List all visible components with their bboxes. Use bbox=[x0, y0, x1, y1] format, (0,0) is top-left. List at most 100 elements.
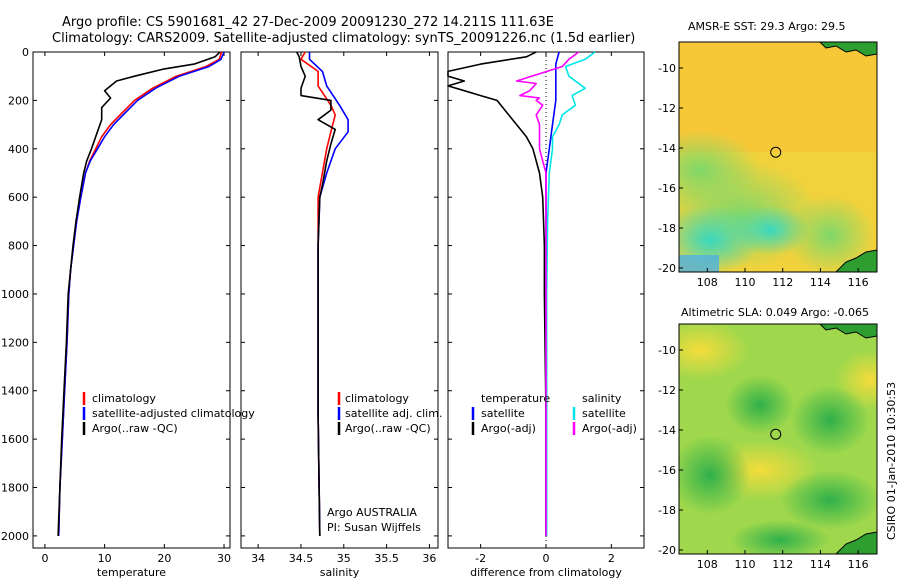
y-tick-label: 200 bbox=[8, 94, 29, 107]
data-provider-label: Argo AUSTRALIA bbox=[327, 506, 417, 519]
salinity-panel-frame bbox=[240, 51, 439, 549]
y-tick-label: 800 bbox=[8, 240, 29, 253]
map-x-tick-label: 116 bbox=[848, 558, 869, 571]
sla-heatmap bbox=[679, 324, 877, 554]
y-tick-label: 1200 bbox=[1, 336, 29, 349]
sst-blue-patch bbox=[679, 255, 719, 272]
legend-climatology-label: climatology bbox=[92, 392, 156, 405]
series-line-satellite bbox=[308, 52, 349, 536]
series-line-salinity-satellite bbox=[545, 51, 596, 536]
y-tick-label: 1800 bbox=[1, 482, 29, 495]
sst-heatmap bbox=[679, 42, 877, 272]
sla-green-blob bbox=[725, 375, 795, 435]
sla-map-frame bbox=[678, 323, 878, 555]
x-tick-label: 30 bbox=[217, 552, 231, 565]
salinity-chart: 34 34.5 35 35.5 36 salinity bbox=[241, 51, 438, 579]
map-x-tick-label: 110 bbox=[735, 558, 756, 571]
difference-legend: temperature salinity satellite Argo(-adj… bbox=[471, 392, 637, 435]
map-y-tick-label: -18 bbox=[658, 222, 676, 235]
legend-sal-argo-label: Argo(-adj) bbox=[582, 422, 637, 435]
x-tick-label: 2 bbox=[608, 552, 615, 565]
x-axis-label: salinity bbox=[320, 566, 360, 579]
sst-map-title: AMSR-E SST: 29.3 Argo: 29.5 bbox=[688, 20, 846, 33]
map-y-tick-label: -14 bbox=[658, 424, 676, 437]
map-y-tick-label: -10 bbox=[658, 62, 676, 75]
figure-title-line1: Argo profile: CS 5901681_42 27-Dec-2009 … bbox=[62, 15, 554, 30]
y-tick-label: 400 bbox=[8, 143, 29, 156]
sla-green-blob bbox=[780, 470, 877, 530]
temperature-panel-frame bbox=[32, 51, 231, 549]
series-line-climatology bbox=[57, 51, 223, 536]
map-x-tick-label: 110 bbox=[735, 276, 756, 289]
x-tick-label: 0 bbox=[41, 552, 48, 565]
map-y-tick-label: -14 bbox=[658, 142, 676, 155]
sst-green-blob bbox=[785, 195, 875, 272]
legend-satellite-label: satellite-adjusted climatology bbox=[92, 407, 255, 420]
sst-map-frame bbox=[678, 41, 878, 273]
x-tick-label: 0 bbox=[543, 552, 550, 565]
y-tick-label: 1000 bbox=[1, 288, 29, 301]
x-tick-label: 35 bbox=[337, 552, 351, 565]
x-axis-label: temperature bbox=[97, 566, 166, 579]
x-tick-label: 34 bbox=[251, 552, 265, 565]
map-x-tick-label: 112 bbox=[772, 558, 793, 571]
legend-satellite-label: satellite adj. clim. bbox=[345, 407, 442, 420]
coastline bbox=[819, 324, 877, 339]
coastline bbox=[835, 249, 877, 272]
y-tick-label: 1600 bbox=[1, 433, 29, 446]
coastline bbox=[819, 42, 877, 57]
x-tick-label: 20 bbox=[157, 552, 171, 565]
map-x-tick-label: 108 bbox=[697, 558, 718, 571]
x-tick-label: 35.5 bbox=[374, 552, 399, 565]
map-y-tick-label: -12 bbox=[658, 102, 676, 115]
legend-argo-label: Argo(..raw -QC) bbox=[92, 422, 178, 435]
x-axis-label: difference from climatology bbox=[470, 566, 622, 579]
legend-salinity-header: salinity bbox=[582, 392, 622, 405]
map-y-tick-label: -12 bbox=[658, 384, 676, 397]
legend-temp-satellite-label: satellite bbox=[481, 407, 525, 420]
map-y-tick-label: -16 bbox=[658, 182, 676, 195]
sla-green-blob bbox=[730, 520, 830, 554]
sla-green-blob bbox=[790, 385, 870, 455]
series-line-satellite bbox=[57, 51, 225, 536]
map-x-tick-label: 114 bbox=[810, 558, 831, 571]
legend-argo-label: Argo(..raw -QC) bbox=[345, 422, 431, 435]
legend-temp-argo-label: Argo(-adj) bbox=[481, 422, 536, 435]
sla-yellow-blob bbox=[679, 324, 750, 380]
y-tick-label: 600 bbox=[8, 191, 29, 204]
timestamp-label: CSIRO 01-Jan-2010 10:30:53 bbox=[885, 382, 898, 540]
series-line-argo bbox=[295, 51, 337, 536]
sla-green-blob bbox=[679, 435, 750, 515]
figure-title-line2: Climatology: CARS2009. Satellite-adjuste… bbox=[52, 31, 635, 46]
x-tick-label: -2 bbox=[475, 552, 486, 565]
map-x-tick-label: 112 bbox=[772, 276, 793, 289]
map-y-tick-label: -18 bbox=[658, 504, 676, 517]
temperature-legend: climatology satellite-adjusted climatolo… bbox=[82, 392, 255, 435]
legend-climatology-label: climatology bbox=[345, 392, 409, 405]
series-line-temperature-satellite bbox=[545, 51, 560, 536]
sla-map-axes: 108 110 112 114 116 -10 -12 -14 -16 -18 -20 bbox=[658, 344, 869, 571]
x-tick-label: 34.5 bbox=[289, 552, 314, 565]
argo-location-marker bbox=[770, 428, 782, 440]
map-x-tick-label: 108 bbox=[697, 276, 718, 289]
temperature-chart: 0 10 20 30 0 200 400 600 800 1000 1200 1400 1600 1800… bbox=[1, 46, 231, 579]
series-line-salinity-argo-adj- bbox=[515, 51, 580, 536]
salinity-legend: climatology satellite adj. clim. Argo(..… bbox=[327, 392, 442, 534]
map-x-tick-label: 114 bbox=[810, 276, 831, 289]
sst-map-axes: 108 110 112 114 116 -10 -12 -14 -16 -18 -20 bbox=[658, 62, 869, 289]
y-tick-label: 0 bbox=[22, 46, 29, 59]
legend-sal-satellite-label: satellite bbox=[582, 407, 626, 420]
pi-label: PI: Susan Wijffels bbox=[327, 521, 421, 534]
map-y-tick-label: -16 bbox=[658, 464, 676, 477]
x-tick-label: 36 bbox=[422, 552, 436, 565]
sla-map-title: Altimetric SLA: 0.049 Argo: -0.065 bbox=[681, 306, 869, 319]
coastline bbox=[835, 531, 877, 554]
legend-temperature-header: temperature bbox=[481, 392, 550, 405]
y-tick-label: 2000 bbox=[1, 530, 29, 543]
map-x-tick-label: 116 bbox=[848, 276, 869, 289]
map-y-tick-label: -20 bbox=[658, 262, 676, 275]
series-line-temperature-argo-adj- bbox=[447, 51, 547, 536]
series-line-argo bbox=[57, 51, 221, 536]
